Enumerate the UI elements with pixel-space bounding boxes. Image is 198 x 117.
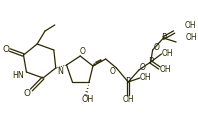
Text: O: O [2, 46, 9, 55]
Text: P: P [148, 57, 153, 66]
Text: O: O [109, 68, 115, 77]
Text: O: O [140, 64, 146, 73]
Text: OH: OH [162, 49, 173, 58]
Text: O: O [24, 88, 31, 97]
Text: OH: OH [185, 22, 197, 31]
Text: O: O [154, 44, 160, 53]
Text: OH: OH [186, 33, 198, 42]
Text: P: P [126, 77, 131, 86]
Text: P: P [161, 33, 166, 42]
Text: N: N [58, 66, 64, 75]
Text: OH: OH [160, 66, 171, 75]
Text: OH: OH [82, 95, 94, 104]
Text: O: O [79, 48, 85, 57]
Text: OH: OH [122, 95, 134, 104]
Text: OH: OH [140, 73, 152, 82]
Text: HN: HN [13, 71, 25, 79]
